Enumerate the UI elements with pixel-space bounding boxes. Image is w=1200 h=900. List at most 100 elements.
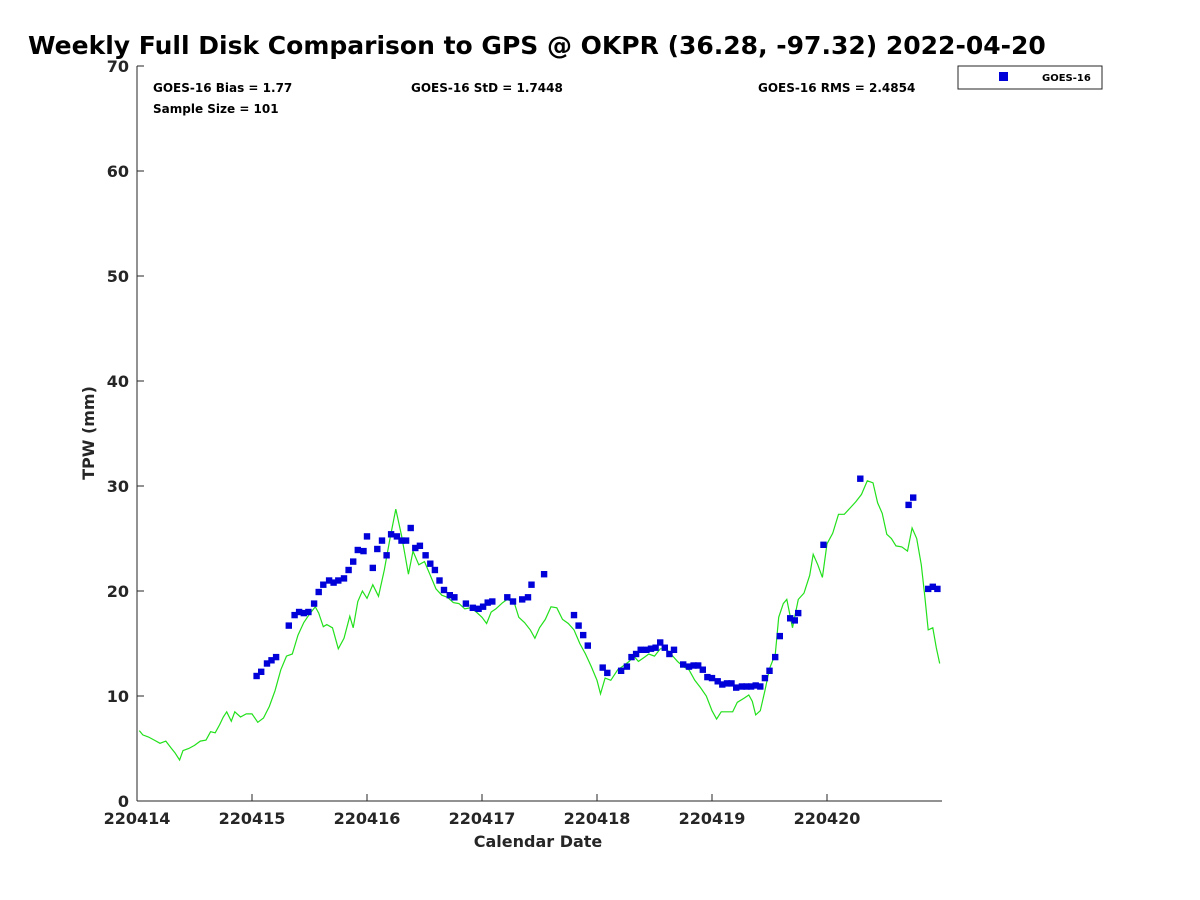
goes-point [345,566,352,574]
x-tick-label: 220416 [334,809,401,828]
goes-point [623,663,631,670]
goes-point [402,537,410,544]
goes-point [776,632,783,640]
goes-point [708,674,716,682]
goes-point [647,645,655,652]
goes-point [263,660,271,667]
goes-point [580,631,587,639]
goes-point [504,594,511,601]
goes-point [416,542,424,549]
goes-point [310,600,318,607]
goes-point [436,577,443,584]
goes-point [695,662,702,669]
goes-point [451,594,458,601]
rms-stat: GOES-16 RMS = 2.4854 [758,81,915,95]
goes-point [652,644,659,651]
goes-point [258,668,265,675]
goes-point [670,646,678,653]
goes-point [728,680,735,687]
goes-point [440,586,448,594]
goes-point [575,622,582,629]
goes-point [325,577,333,584]
goes-point [738,683,746,690]
x-tick-label: 220418 [564,809,631,828]
goes-point [305,608,312,616]
x-ticks: 220414 220415 220416 220417 220418 220419 2204… [104,794,861,828]
goes-point [253,672,260,680]
goes-point [469,604,476,611]
goes-point [300,609,307,617]
chart-title: Weekly Full Disk Comparison to GPS @ OKP… [28,31,1046,60]
goes-point [374,545,381,553]
goes-point [484,599,491,606]
goes-point [690,662,697,669]
x-tick-label: 220415 [219,809,286,828]
goes-point [719,681,726,688]
goes-point [570,611,578,619]
goes-point [489,598,496,605]
goes-point [272,653,280,661]
y-tick-label: 30 [107,477,129,496]
legend-box [957,65,1103,90]
goes-point [733,684,740,691]
goes-point [617,667,625,674]
goes-point [714,678,721,685]
goes-point [383,552,390,559]
goes-point [393,533,401,540]
y-ticks: 0 10 20 30 40 50 60 70 [107,57,144,811]
gps-series [138,480,941,762]
goes-point [757,683,764,690]
y-tick-label: 0 [118,792,129,811]
goes-point [422,552,429,559]
goes-point [637,646,644,653]
goes-point [599,664,606,671]
goes-point [350,558,357,565]
legend-goes-marker [999,72,1008,81]
goes-point [643,646,650,653]
y-tick-label: 70 [107,57,129,76]
goes-point [412,544,419,552]
x-tick-label: 220420 [794,809,861,828]
goes-point [387,531,395,538]
goes-point [479,603,487,610]
goes-point [632,650,640,658]
goes-point [524,594,532,601]
y-tick-label: 10 [107,687,129,706]
goes-point [761,674,769,682]
goes-point [723,680,731,687]
goes-point [791,617,798,624]
goes-point [604,669,611,677]
goes-point [363,533,371,540]
goes-point [369,564,376,572]
goes-point [509,598,517,605]
goes-point [743,683,750,690]
goes-point [398,537,405,544]
goes-point [285,622,292,629]
goes-point [905,501,912,509]
goes-series [253,475,941,691]
x-tick-label: 220419 [679,809,746,828]
goes-point [910,494,917,501]
goes-point [462,600,470,607]
goes-point [354,546,361,554]
x-tick-label: 220417 [449,809,516,828]
goes-point [407,524,414,532]
goes-point [685,663,693,670]
y-axis-label: TPW (mm) [79,386,98,480]
goes-point [752,682,759,689]
goes-point [820,541,827,548]
goes-point [268,657,275,664]
goes-point [291,611,298,619]
goes-point [295,608,303,616]
goes-point [340,575,348,582]
goes-point [680,661,687,668]
goes-point [378,537,386,544]
goes-point [446,592,453,599]
x-axis-label: Calendar Date [474,832,603,851]
goes-point [519,596,526,603]
goes-point [766,667,773,674]
goes-point [330,579,337,586]
goes-point [934,585,941,593]
goes-point [747,683,755,690]
